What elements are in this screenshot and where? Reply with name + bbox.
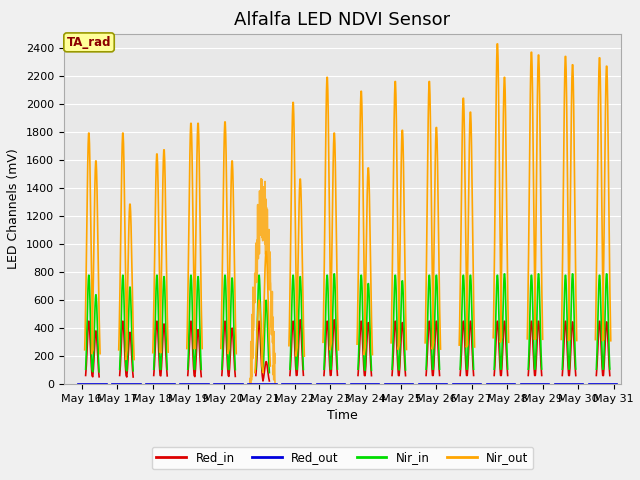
Legend: Red_in, Red_out, Nir_in, Nir_out: Red_in, Red_out, Nir_in, Nir_out <box>152 447 533 469</box>
X-axis label: Time: Time <box>327 409 358 422</box>
Y-axis label: LED Channels (mV): LED Channels (mV) <box>8 148 20 269</box>
Title: Alfalfa LED NDVI Sensor: Alfalfa LED NDVI Sensor <box>234 11 451 29</box>
Text: TA_rad: TA_rad <box>67 36 111 49</box>
